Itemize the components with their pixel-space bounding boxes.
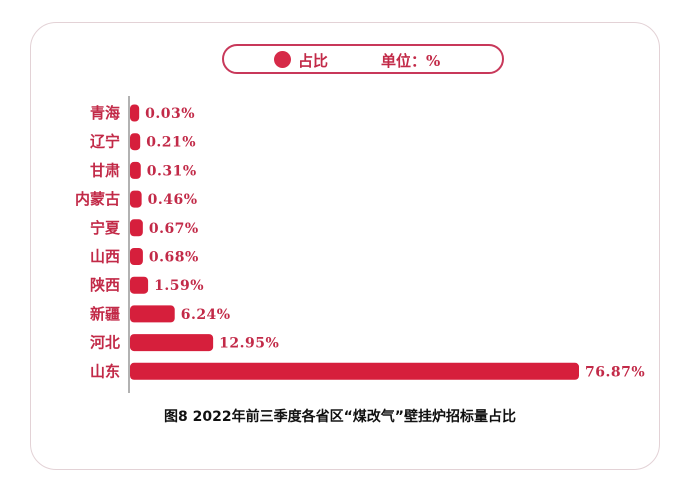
bar bbox=[130, 334, 214, 352]
bar bbox=[130, 190, 142, 208]
category-label: 内蒙古 bbox=[75, 190, 120, 208]
value-label: 12.95% bbox=[219, 336, 279, 352]
value-label: 1.59% bbox=[154, 278, 204, 294]
value-label: 0.03% bbox=[145, 106, 195, 122]
category-label: 山西 bbox=[90, 248, 120, 266]
category-label: 辽宁 bbox=[90, 133, 120, 151]
value-label: 0.46% bbox=[148, 192, 198, 208]
legend-label: 占比 bbox=[298, 52, 329, 70]
category-label: 山东 bbox=[90, 362, 120, 380]
bar bbox=[130, 104, 140, 122]
bar bbox=[130, 248, 143, 265]
category-label: 河北 bbox=[90, 334, 120, 352]
value-label: 0.21% bbox=[146, 135, 196, 151]
bar bbox=[130, 133, 141, 151]
bar bbox=[130, 305, 175, 323]
bar bbox=[130, 276, 149, 294]
category-label: 宁夏 bbox=[90, 219, 121, 237]
value-label: 0.67% bbox=[149, 221, 199, 237]
category-label: 甘肃 bbox=[90, 161, 120, 179]
chart-title: 图8 2022年前三季度各省区“煤改气”壁挂炉招标量占比 bbox=[164, 409, 516, 425]
legend: 占比 单位：% bbox=[222, 44, 504, 74]
bar bbox=[130, 362, 579, 380]
chart-card bbox=[30, 22, 660, 470]
value-label: 76.87% bbox=[585, 364, 645, 380]
value-label: 6.24% bbox=[181, 307, 231, 323]
legend-swatch-icon bbox=[274, 51, 291, 68]
category-label: 陕西 bbox=[90, 276, 120, 294]
category-label: 青海 bbox=[90, 104, 120, 122]
category-label: 新疆 bbox=[90, 305, 120, 323]
value-label: 0.68% bbox=[149, 250, 199, 266]
bar bbox=[130, 161, 141, 179]
value-label: 0.31% bbox=[147, 163, 197, 179]
unit-note: 单位：% bbox=[381, 52, 441, 70]
bar bbox=[130, 219, 143, 237]
